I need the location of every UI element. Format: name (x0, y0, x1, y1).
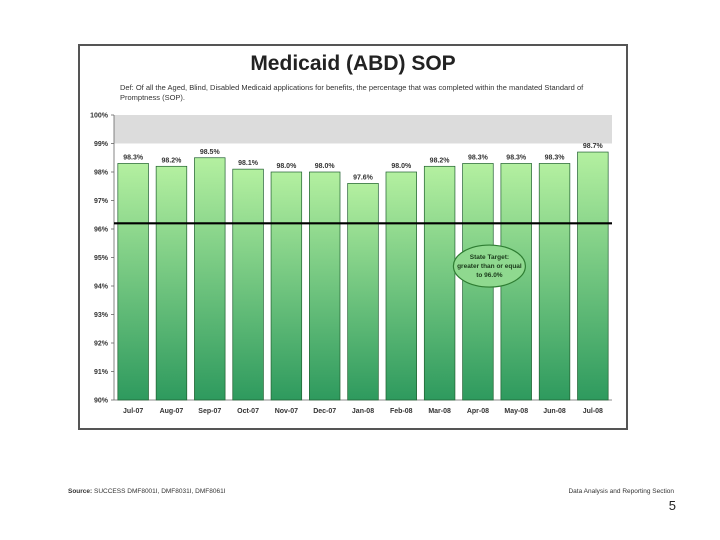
chart-frame: Medicaid (ABD) SOP Def: Of all the Aged,… (78, 44, 628, 430)
bar-value-label: 98.1% (238, 160, 259, 167)
bar-value-label: 98.3% (506, 154, 527, 161)
bar (538, 163, 571, 401)
y-tick-label: 91% (94, 369, 109, 376)
bar-value-label: 98.3% (545, 154, 566, 161)
source-text: SUCCESS DMF8001I, DMF8031I, DMF8061I (94, 488, 226, 495)
y-tick-label: 92% (94, 341, 109, 348)
x-tick-label: Nov-07 (275, 408, 298, 415)
bar-chart: 90% 91% 92% 93% 94% 95% 96% 97% 98% 99% 100% 98.3%… (90, 113, 612, 415)
bar-value-label: 97.6% (353, 174, 374, 181)
y-tick-label: 93% (94, 312, 109, 319)
x-tick-label: Aug-07 (160, 408, 184, 415)
y-tick-label: 94% (94, 284, 109, 291)
x-tick-label: Sep-07 (198, 408, 221, 415)
target-annotation-bubble (452, 244, 527, 288)
y-tick-label: 98% (94, 170, 109, 177)
target-annotation-text: State Target: (470, 254, 509, 261)
x-tick-label: Oct-07 (237, 408, 259, 415)
x-tick-label: Apr-08 (467, 408, 489, 415)
page-number: 5 (668, 498, 676, 513)
source-note: Source: SUCCESS DMF8001I, DMF8031I, DMF8… (68, 488, 226, 495)
x-tick-label: Jun-08 (543, 408, 566, 415)
bar-value-label: 98.2% (430, 157, 451, 164)
bar-value-label: 98.0% (315, 163, 336, 170)
section-note: Data Analysis and Reporting Section (568, 488, 674, 495)
bar (117, 163, 149, 401)
bar-value-label: 98.0% (276, 163, 297, 170)
y-tick-label: 90% (94, 398, 109, 405)
x-tick-label: Jul-07 (123, 408, 143, 415)
shaded-band (114, 115, 612, 144)
x-tick-label: Jul-08 (583, 408, 603, 415)
y-tick-label: 99% (94, 141, 109, 148)
bar (232, 168, 264, 401)
target-annotation-text: greater than or equal (457, 263, 522, 270)
x-tick-label: Jan-08 (352, 408, 374, 415)
y-tick-label: 100% (90, 113, 109, 120)
bar (385, 171, 417, 401)
bar (309, 171, 341, 401)
bar (155, 165, 188, 401)
bar (270, 171, 303, 401)
target-annotation-text: to 96.0% (476, 272, 503, 279)
bar (347, 183, 379, 401)
bar-value-label: 98.7% (583, 143, 604, 150)
chart-definition: Def: Of all the Aged, Blind, Disabled Me… (120, 83, 584, 102)
bar (194, 157, 226, 401)
bar (423, 165, 456, 401)
bar-value-label: 98.3% (468, 154, 489, 161)
bar-value-label: 98.3% (123, 154, 144, 161)
bar-value-label: 98.2% (162, 157, 183, 164)
chart-title: Medicaid (ABD) SOP (250, 52, 456, 75)
y-tick-label: 95% (94, 255, 109, 262)
x-tick-label: Mar-08 (428, 408, 451, 415)
x-tick-label: Dec-07 (313, 408, 336, 415)
x-tick-label: May-08 (504, 408, 528, 415)
y-tick-label: 97% (94, 198, 109, 205)
bar-value-label: 98.0% (391, 163, 412, 170)
bar-value-label: 98.5% (200, 149, 221, 156)
y-tick-label: 96% (94, 227, 109, 234)
x-tick-label: Feb-08 (390, 408, 413, 415)
source-label: Source: (68, 488, 93, 495)
bar (577, 151, 609, 401)
